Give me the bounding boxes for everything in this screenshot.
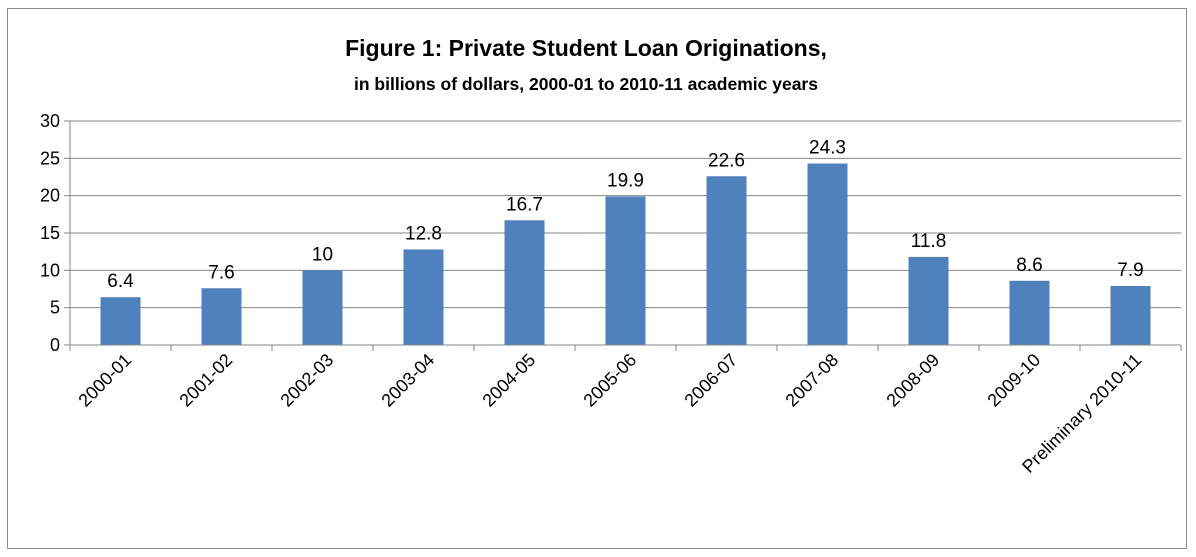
- y-tick-label: 30: [40, 111, 60, 131]
- bar-2005-06: [605, 196, 646, 345]
- data-labels: 6.4 7.6 10 12.8 16.7 19.9 22.6 24.3 11.8 8.6 7.9: [107, 138, 1143, 293]
- bar-2003-04: [403, 249, 444, 345]
- bar-2001-02: [201, 288, 242, 345]
- chart-subtitle: in billions of dollars, 2000-01 to 2010-…: [354, 74, 818, 94]
- x-tick-label: 2006-07: [680, 350, 741, 411]
- data-label: 22.6: [708, 150, 745, 171]
- y-tick-label: 0: [50, 335, 60, 355]
- x-tick-label: 2005-06: [579, 350, 640, 411]
- bar-2007-08: [807, 163, 848, 345]
- y-tick-label: 15: [40, 223, 60, 243]
- x-tick-label: 2001-02: [175, 350, 236, 411]
- chart-frame: [7, 8, 1187, 549]
- y-tick-label: 25: [40, 148, 60, 168]
- bar-2009-10: [1009, 280, 1050, 345]
- data-label: 11.8: [911, 231, 947, 252]
- bars: [100, 163, 1151, 345]
- bar-2002-03: [302, 270, 343, 345]
- x-tick-label: 2003-04: [377, 350, 438, 411]
- bar-2004-05: [504, 220, 545, 345]
- data-label: 12.8: [405, 223, 442, 244]
- data-label: 24.3: [809, 138, 846, 159]
- chart-title: Figure 1: Private Student Loan Originati…: [345, 35, 827, 61]
- y-axis-ticks: 0 5 10 15 20 25 30: [40, 111, 70, 355]
- bar-2008-09: [908, 256, 949, 345]
- x-tick-label: 2008-09: [882, 350, 943, 411]
- data-label: 8.6: [1016, 255, 1042, 276]
- x-axis-ticks: 2000-01 2001-02 2002-03 2003-04 2004-05 2005-…: [69, 345, 1182, 477]
- bar-Preliminary 2010-11: [1110, 286, 1151, 345]
- x-tick-label: 2007-08: [781, 350, 842, 411]
- data-label: 10: [312, 244, 333, 265]
- data-label: 7.6: [208, 262, 234, 283]
- data-label: 19.9: [607, 170, 644, 191]
- y-tick-label: 5: [50, 298, 60, 318]
- x-tick-label: 2009-10: [983, 350, 1044, 411]
- data-label: 6.4: [107, 271, 134, 292]
- bar-2000-01: [100, 297, 141, 345]
- bar-2006-07: [706, 176, 747, 345]
- data-label: 16.7: [506, 194, 543, 215]
- x-tick-label: 2002-03: [276, 350, 337, 411]
- y-tick-label: 20: [40, 186, 60, 206]
- y-tick-label: 10: [40, 260, 60, 280]
- data-label: 7.9: [1117, 260, 1143, 281]
- x-tick-label: 2000-01: [74, 350, 135, 411]
- x-tick-label: 2004-05: [478, 350, 539, 411]
